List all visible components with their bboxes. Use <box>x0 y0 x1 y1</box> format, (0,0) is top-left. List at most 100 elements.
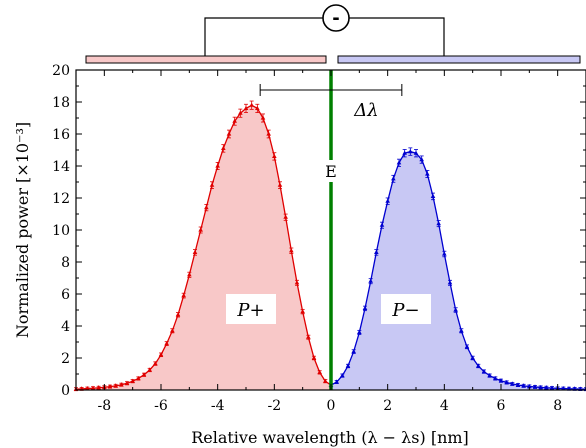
data-point <box>453 307 458 313</box>
data-point <box>277 181 283 190</box>
data-point <box>476 363 481 369</box>
detector-bar-right <box>337 55 581 64</box>
data-point <box>289 247 294 255</box>
triangle-marker <box>419 157 424 162</box>
circuit-wire-right <box>349 17 445 56</box>
data-point <box>323 378 328 384</box>
triangle-marker <box>385 198 390 203</box>
data-point <box>249 100 254 110</box>
triangle-marker <box>153 361 158 366</box>
triangle-marker <box>374 249 379 254</box>
data-point <box>544 385 549 390</box>
data-point <box>470 355 475 361</box>
triangle-marker <box>430 193 436 198</box>
data-point <box>402 149 407 158</box>
triangle-marker <box>170 328 175 333</box>
series-line-1 <box>330 150 586 390</box>
triangle-marker <box>198 227 203 232</box>
triangle-marker <box>317 369 322 374</box>
y-tick-label: 18 <box>52 95 70 111</box>
triangle-marker <box>391 176 396 181</box>
circuit-wire <box>204 17 323 56</box>
triangle-marker <box>136 375 141 381</box>
triangle-marker <box>90 385 96 390</box>
data-point <box>515 382 521 387</box>
data-point <box>153 361 158 366</box>
detector-schematic: - <box>85 4 581 64</box>
triangle-marker <box>476 363 481 368</box>
y-tick-label: 14 <box>52 159 70 175</box>
delta-lambda-label: Δλ <box>353 100 378 121</box>
triangle-marker <box>215 163 220 168</box>
x-tick-label: -6 <box>154 398 168 414</box>
series-area-1 <box>331 151 586 390</box>
triangle-marker <box>527 383 532 389</box>
data-point <box>391 174 396 183</box>
triangle-marker <box>345 363 351 368</box>
data-point <box>158 352 164 358</box>
triangle-marker <box>566 386 572 391</box>
triangle-marker <box>277 182 283 187</box>
data-point <box>340 373 345 378</box>
triangle-marker <box>538 384 543 390</box>
triangle-marker <box>255 105 260 110</box>
y-tick-label: 0 <box>61 383 70 399</box>
data-point <box>204 203 209 212</box>
x-tick-label: 0 <box>327 398 336 414</box>
data-point <box>459 328 464 334</box>
data-point <box>96 385 101 390</box>
triangle-marker <box>447 280 453 285</box>
triangle-marker <box>232 118 237 123</box>
triangle-marker <box>413 150 419 155</box>
data-point <box>334 379 339 384</box>
data-point <box>192 249 198 256</box>
triangle-marker <box>425 171 430 176</box>
triangle-marker <box>510 381 515 386</box>
triangle-marker <box>175 312 181 317</box>
x-tick-label: -8 <box>98 398 112 414</box>
data-point <box>447 279 453 286</box>
x-tick-label: -2 <box>268 398 282 414</box>
triangle-marker <box>402 150 407 155</box>
triangle-marker <box>266 131 271 136</box>
data-point <box>374 249 379 256</box>
data-point <box>272 152 277 161</box>
p-plus-label-bg <box>226 294 276 324</box>
data-point <box>385 197 390 205</box>
data-point <box>345 363 351 369</box>
triangle-marker <box>306 334 311 339</box>
x-tick-label: 8 <box>553 398 562 414</box>
triangle-marker <box>368 278 373 283</box>
data-point <box>266 129 271 139</box>
p-minus-label-bg <box>381 294 431 324</box>
data-point <box>209 181 215 190</box>
data-point <box>306 334 311 340</box>
triangle-marker <box>85 385 90 391</box>
triangle-marker <box>379 222 385 227</box>
data-point <box>510 381 515 386</box>
axes: -8 -6 -4 -2 0 2 4 6 8 0 2 4 6 8 10 12 14 16 18 20 <box>52 63 586 414</box>
triangle-marker <box>124 380 130 385</box>
data-point <box>243 103 249 113</box>
data-point <box>408 147 413 156</box>
triangle-marker <box>532 384 538 389</box>
data-point <box>255 103 260 113</box>
data-point <box>532 384 538 389</box>
data-point <box>430 192 436 201</box>
triangle-marker <box>544 385 549 390</box>
subtractor-circle-icon <box>322 4 350 32</box>
data-point <box>170 328 175 334</box>
data-point <box>181 292 186 299</box>
data-point <box>221 144 226 153</box>
y-tick-label: 10 <box>52 223 70 239</box>
data-point <box>498 378 504 383</box>
data-point <box>215 161 220 171</box>
triangle-marker <box>340 373 345 378</box>
triangle-marker <box>158 352 164 357</box>
triangle-marker <box>470 355 475 360</box>
triangle-marker <box>130 378 135 383</box>
triangle-marker <box>113 383 118 388</box>
data-point <box>232 116 237 126</box>
divider-label: E <box>325 162 337 181</box>
triangle-marker <box>243 105 249 110</box>
